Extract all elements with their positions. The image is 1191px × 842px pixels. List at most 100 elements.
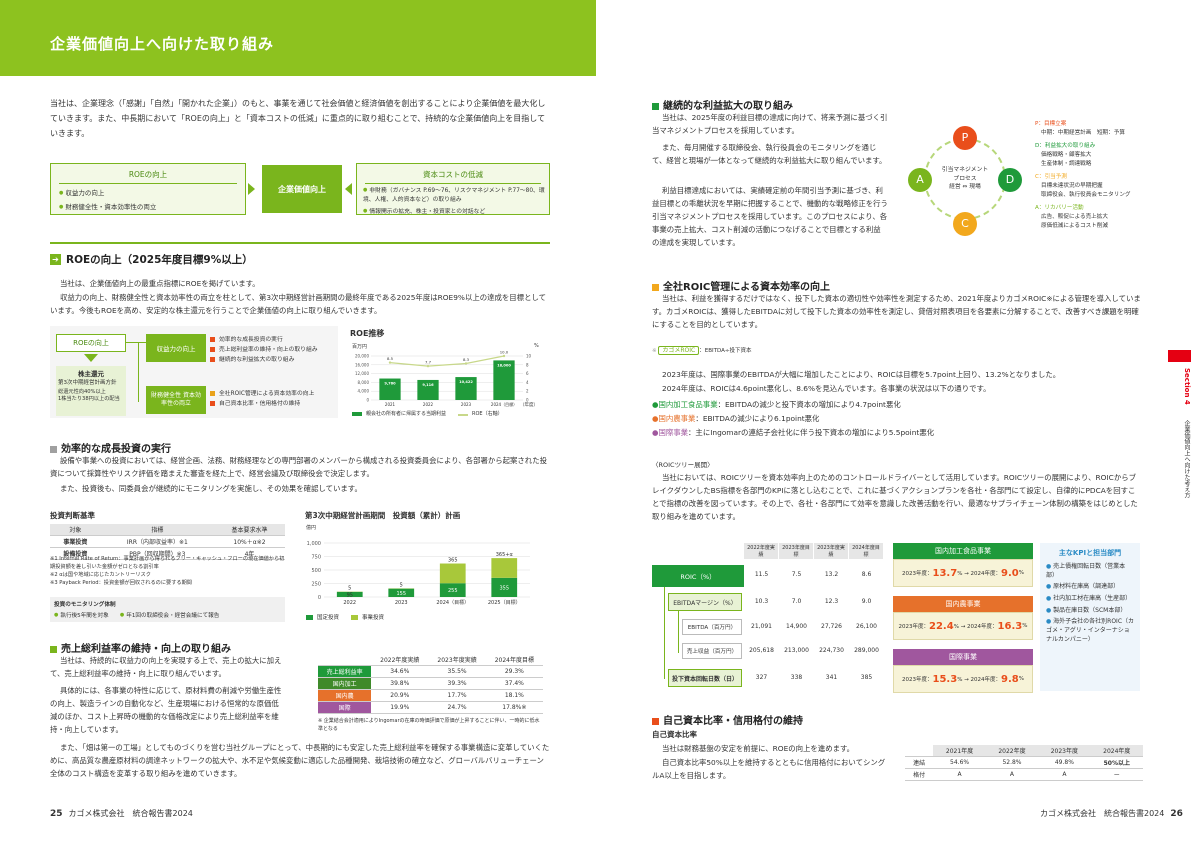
p-title: P：目標立案 bbox=[1035, 121, 1067, 127]
cell: IRR（内部収益率）※1 bbox=[100, 535, 214, 548]
cell: 35.5% bbox=[428, 665, 486, 678]
profit-heading: 継続的な利益拡大の取り組み bbox=[652, 97, 793, 112]
cell: 18.1% bbox=[485, 689, 543, 702]
revenue-label: 売上収益（百万円） bbox=[682, 643, 742, 659]
cell: 19.9% bbox=[371, 701, 429, 714]
cell: 8.6 bbox=[861, 571, 872, 578]
roe-legend-1: 親会社の所有者に帰属する当期利益 bbox=[366, 411, 447, 417]
table-row: 国内加工 39.8% 39.3% 37.4% bbox=[318, 677, 543, 690]
c-title: C：引当予測 bbox=[1035, 174, 1067, 181]
margin-title: 売上総利益率の維持・向上の取り組み bbox=[61, 644, 231, 655]
kpi-from: 15.3 bbox=[932, 673, 958, 685]
kpi-label: % bbox=[1018, 570, 1024, 576]
monitor-item-2: 年1回の取締役会・経営会議にて報告 bbox=[120, 613, 219, 619]
bar bbox=[379, 378, 401, 400]
x-tick-label: 2023 bbox=[461, 402, 472, 407]
table-row: 格付 A A A ー bbox=[905, 768, 1143, 781]
seg-kpi-value: 2023年度： 13.7% → 2024年度： 9.0% bbox=[893, 559, 1033, 587]
cell: 39.3% bbox=[428, 677, 486, 690]
equity-title: 自己資本比率・信用格付の維持 bbox=[663, 716, 803, 727]
x-tick-label: 2022 bbox=[343, 600, 356, 606]
cell: 27,726 bbox=[821, 623, 842, 630]
y-tick-label: 12,000 bbox=[355, 371, 369, 376]
roic-heading: 全社ROIC管理による資本効率の向上 bbox=[652, 278, 830, 293]
cell: 37.4% bbox=[485, 677, 543, 690]
cell: 50%以上 bbox=[1090, 756, 1143, 769]
c-sub: 目標未達状況の早期把握 bbox=[1041, 182, 1103, 189]
roic-label: ROIC（%） bbox=[652, 565, 744, 587]
cell: 7.0 bbox=[791, 598, 802, 605]
intro-text: 当社は、企業理念（「感謝」「自然」「開かれた企業」）のもと、事業を通じて社会価値… bbox=[50, 99, 546, 139]
table-row: 国際 19.9% 24.7% 17.8%※ bbox=[318, 701, 543, 714]
footer-right: カゴメ株式会社 統合報告書2024 26 bbox=[1040, 808, 1183, 819]
note: ※1 Internal Rate of Return：事業計画から得られるフリー… bbox=[50, 556, 285, 571]
cost-item-1: 非財務（ガバナンス P.69〜76、リスクマネジメント P.77〜80、環境、人… bbox=[363, 187, 549, 204]
roe-chart: 0 4,000 8,000 12,000 16,000 20,000 0 2 4 6 8 10 9,76… bbox=[355, 350, 532, 407]
monitor-item-1: 執行後5年間を対象 bbox=[54, 613, 109, 619]
criteria-title: 投資判断基準 bbox=[50, 511, 95, 520]
roe-line bbox=[389, 355, 505, 367]
seg-text: ：EBITDAの減少により6.1point悪化 bbox=[695, 414, 820, 423]
roe-chart-note: （年度） bbox=[520, 403, 538, 408]
roe-section-title: ROEの向上（2025年度目標9%以上） bbox=[66, 254, 253, 266]
kpi-to: 9.0 bbox=[1001, 567, 1019, 579]
roe-item-1: 収益力の向上 bbox=[59, 187, 245, 197]
roe-point bbox=[388, 361, 392, 364]
roic-p2: 2023年度は、国際事業のEBITDAが大幅に増加したことにより、ROICは目標… bbox=[662, 370, 1061, 379]
profit-item-3: 継続的な利益拡大の取り組み bbox=[219, 356, 295, 363]
y-right-tick-label: 6 bbox=[526, 371, 529, 376]
square-icon bbox=[652, 103, 659, 110]
cell: 341 bbox=[825, 674, 838, 681]
cell: 設備投資 bbox=[50, 547, 101, 560]
y-right-tick-label: 8 bbox=[526, 362, 529, 367]
bar-fixed bbox=[439, 583, 466, 597]
kpi-item: 売上債権回転日数（営業本部） bbox=[1046, 563, 1126, 579]
seg-text: ：主にIngomarの連結子会社化に伴う投下資本の増加により5.5point悪化 bbox=[688, 428, 935, 437]
cell: 14,900 bbox=[786, 623, 807, 630]
kpi-items: ● 売上債権回転日数（営業本部） ● 原材料在庫高（調達部） ● 社内加工材在庫… bbox=[1046, 563, 1135, 643]
roic-seg1: ●国内加工食品事業：EBITDAの減少と投下資本の増加により4.7point悪化 bbox=[652, 400, 901, 409]
cell: A bbox=[933, 768, 986, 781]
cell: 7.5 bbox=[791, 571, 802, 578]
y-tick-label: 4,000 bbox=[358, 389, 370, 394]
roic-row: 11.5 7.5 13.2 8.6 bbox=[744, 571, 884, 578]
roe-p1: 当社は、企業価値向上の最重点指標にROEを掲げています。 bbox=[60, 279, 260, 288]
branch-finance-items: 全社ROIC管理による資本効率の向上 自己資本比率・信用格付の維持 bbox=[210, 390, 314, 410]
d-sub: 価格戦略・顧客拡大 bbox=[1041, 151, 1092, 158]
seg-kpi-value: 2023年度： 15.3% → 2024年度： 9.8% bbox=[893, 665, 1033, 693]
y-right-tick-label: 0 bbox=[526, 398, 529, 403]
y-tick-label: 500 bbox=[311, 568, 321, 574]
roe-item-2: 財務健全性・資本効率性の両立 bbox=[59, 201, 245, 211]
bar-value-label: 9,760 bbox=[384, 382, 396, 386]
return-box: 株主還元 第3次中期経営計画方針 総還元性向40%以上 1株当たり38円以上の配… bbox=[56, 366, 126, 416]
y-tick-label: 0 bbox=[318, 595, 321, 601]
tree-line bbox=[664, 587, 665, 679]
y-tick-label: 20,000 bbox=[355, 354, 369, 359]
kpi-item: 原材料在庫高（調達部） bbox=[1053, 583, 1120, 591]
th bbox=[318, 654, 372, 666]
cell: 338 bbox=[790, 674, 803, 681]
kpi-from: 22.4 bbox=[929, 620, 954, 632]
profit-item-1: 効率的な成長投資の実行 bbox=[219, 337, 283, 343]
profit-item-2: 売上総利益率の維持・向上の取り組み bbox=[219, 346, 318, 353]
y-tick-label: 8,000 bbox=[358, 380, 370, 385]
th: 2024年度 bbox=[1090, 745, 1143, 757]
branch-finance: 財務健全性 資本効率性の両立 bbox=[146, 386, 206, 414]
page-number: 25 bbox=[50, 809, 63, 819]
table-row: 売上総利益率 34.6% 35.5% 29.3% bbox=[318, 665, 543, 678]
p-sub: 中期：中期経営計画 短期：予算 bbox=[1041, 129, 1125, 136]
square-icon bbox=[50, 646, 57, 653]
cell: 224,730 bbox=[819, 647, 844, 654]
kpi-label: % → 2024年度： bbox=[953, 624, 998, 630]
roic-th: 2022年度実績 bbox=[744, 543, 778, 559]
roe-box: ROEの向上 収益力の向上 財務健全性・資本効率性の両立 bbox=[50, 163, 246, 215]
cell: 54.6% bbox=[933, 756, 986, 769]
bar-value-label: 9,116 bbox=[422, 383, 434, 387]
a-title: A：リカバリー活動 bbox=[1035, 205, 1084, 212]
kpi-to: 9.8 bbox=[1001, 673, 1019, 685]
y-right-tick-label: 10 bbox=[526, 354, 532, 359]
tree-line bbox=[126, 342, 146, 343]
cell: 13.2 bbox=[824, 571, 839, 578]
cell: 24.7% bbox=[428, 701, 486, 714]
flow-arrow-2 bbox=[345, 183, 352, 195]
